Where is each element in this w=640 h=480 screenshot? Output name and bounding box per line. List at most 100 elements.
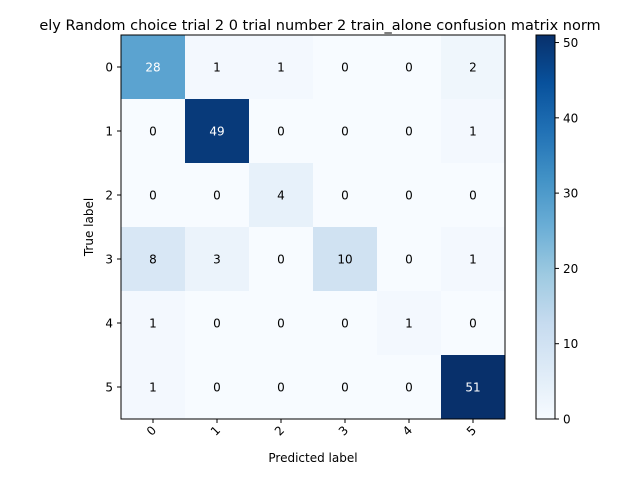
- heatmap-cell: [185, 35, 250, 100]
- cell-value-label: 1: [469, 253, 477, 267]
- heatmap-cell: [185, 163, 250, 228]
- cell-value-label: 51: [465, 381, 480, 395]
- y-axis: 0 1 2 3 4 5: [105, 61, 121, 395]
- heatmap-cell: [121, 99, 186, 164]
- heatmap-cell: [377, 227, 442, 292]
- y-tick-label: 1: [105, 125, 113, 139]
- colorbar-tick-label: 40: [563, 111, 578, 125]
- x-tick-label: 4: [400, 423, 415, 438]
- chart-title: ely Random choice trial 2 0 trial number…: [39, 18, 600, 34]
- colorbar-frame: [535, 34, 556, 420]
- cell-value-label: 0: [341, 125, 349, 139]
- cell-value-label: 8: [149, 253, 157, 267]
- x-axis: 0 1 2 3 4 5: [144, 419, 479, 439]
- heatmap-cells: 28 1 1 0 0 20 49 0 0 0 10 0 4 0 0 08 3 0 10 0 11 0 0 0 1 01 0 0 0 0 51: [121, 35, 506, 420]
- cell-value-label: 1: [149, 381, 157, 395]
- x-tick-label: 3: [336, 423, 351, 438]
- heatmap-cell: [377, 163, 442, 228]
- heatmap-cell: [441, 99, 506, 164]
- cell-value-label: 0: [213, 381, 221, 395]
- heatmap-cell: [185, 99, 250, 164]
- x-tick-label: 2: [272, 423, 287, 438]
- heatmap-cell: [249, 35, 314, 100]
- cell-value-label: 0: [405, 125, 413, 139]
- heatmap-cell: [313, 99, 378, 164]
- cell-value-label: 0: [213, 317, 221, 331]
- colorbar-gradient: [536, 35, 555, 419]
- cell-value-label: 0: [341, 381, 349, 395]
- cell-value-label: 0: [277, 317, 285, 331]
- cell-value-label: 0: [405, 253, 413, 267]
- heatmap-cell: [185, 355, 250, 420]
- heatmap-cell: [121, 35, 186, 100]
- cell-value-label: 28: [145, 61, 160, 75]
- cell-value-label: 0: [213, 189, 221, 203]
- y-tick-label: 0: [105, 61, 113, 75]
- cell-value-label: 49: [209, 125, 224, 139]
- heatmap-cell: [121, 227, 186, 292]
- cell-value-label: 0: [277, 381, 285, 395]
- heatmap-cell: [377, 99, 442, 164]
- heatmap-cell: [441, 227, 506, 292]
- cell-value-label: 0: [149, 125, 157, 139]
- cell-value-label: 1: [213, 61, 221, 75]
- heatmap-cell: [249, 99, 314, 164]
- cell-value-label: 2: [469, 61, 477, 75]
- y-tick-label: 5: [105, 381, 113, 395]
- x-tick-label: 1: [208, 423, 223, 438]
- heatmap-cell: [441, 291, 506, 356]
- heatmap-cell: [441, 163, 506, 228]
- cell-value-label: 1: [405, 317, 413, 331]
- heatmap-cell: [121, 163, 186, 228]
- heatmap-cell: [121, 355, 186, 420]
- heatmap-cell: [313, 227, 378, 292]
- y-tick-label: 2: [105, 189, 113, 203]
- colorbar-tick-label: 30: [563, 187, 578, 201]
- cell-value-label: 0: [149, 189, 157, 203]
- cell-value-label: 1: [149, 317, 157, 331]
- heatmap-cell: [249, 227, 314, 292]
- heatmap-cell: [441, 35, 506, 100]
- heatmap-cell: [313, 35, 378, 100]
- x-tick-label: 0: [144, 423, 159, 438]
- heatmap-cell: [249, 163, 314, 228]
- cell-value-label: 1: [277, 61, 285, 75]
- cell-value-label: 10: [337, 253, 352, 267]
- heatmap-cell: [249, 291, 314, 356]
- colorbar-tick-label: 20: [563, 262, 578, 276]
- cell-value-label: 0: [277, 125, 285, 139]
- heatmap-cell: [377, 35, 442, 100]
- x-tick-label: 5: [464, 423, 479, 438]
- heatmap-cell: [377, 355, 442, 420]
- heatmap-cell: [377, 291, 442, 356]
- heatmap-cell: [313, 163, 378, 228]
- colorbar-tick-label: 0: [563, 413, 571, 427]
- heatmap-cell: [313, 355, 378, 420]
- heatmap-cell: [185, 291, 250, 356]
- heatmap-cell: [313, 291, 378, 356]
- y-tick-label: 3: [105, 253, 113, 267]
- cell-value-label: 0: [469, 317, 477, 331]
- heatmap-cell: [121, 291, 186, 356]
- cell-value-label: 0: [277, 253, 285, 267]
- heatmap-cell: [185, 227, 250, 292]
- cell-value-label: 4: [277, 189, 285, 203]
- y-axis-label: True label: [82, 198, 96, 257]
- heatmap-cell: [441, 355, 506, 420]
- cell-value-label: 0: [469, 189, 477, 203]
- cell-value-label: 3: [213, 253, 221, 267]
- cell-value-label: 0: [405, 381, 413, 395]
- cell-value-label: 1: [469, 125, 477, 139]
- cell-value-label: 0: [405, 189, 413, 203]
- colorbar-tick-label: 10: [563, 337, 578, 351]
- plot-frame: [120, 34, 506, 420]
- x-axis-label: Predicted label: [268, 451, 357, 465]
- cell-value-label: 0: [405, 61, 413, 75]
- colorbar: 0 10 20 30 40 50: [535, 34, 578, 427]
- colorbar-tick-label: 50: [563, 36, 578, 50]
- heatmap-cell: [249, 355, 314, 420]
- cell-value-label: 0: [341, 189, 349, 203]
- cell-value-label: 0: [341, 317, 349, 331]
- y-tick-label: 4: [105, 317, 113, 331]
